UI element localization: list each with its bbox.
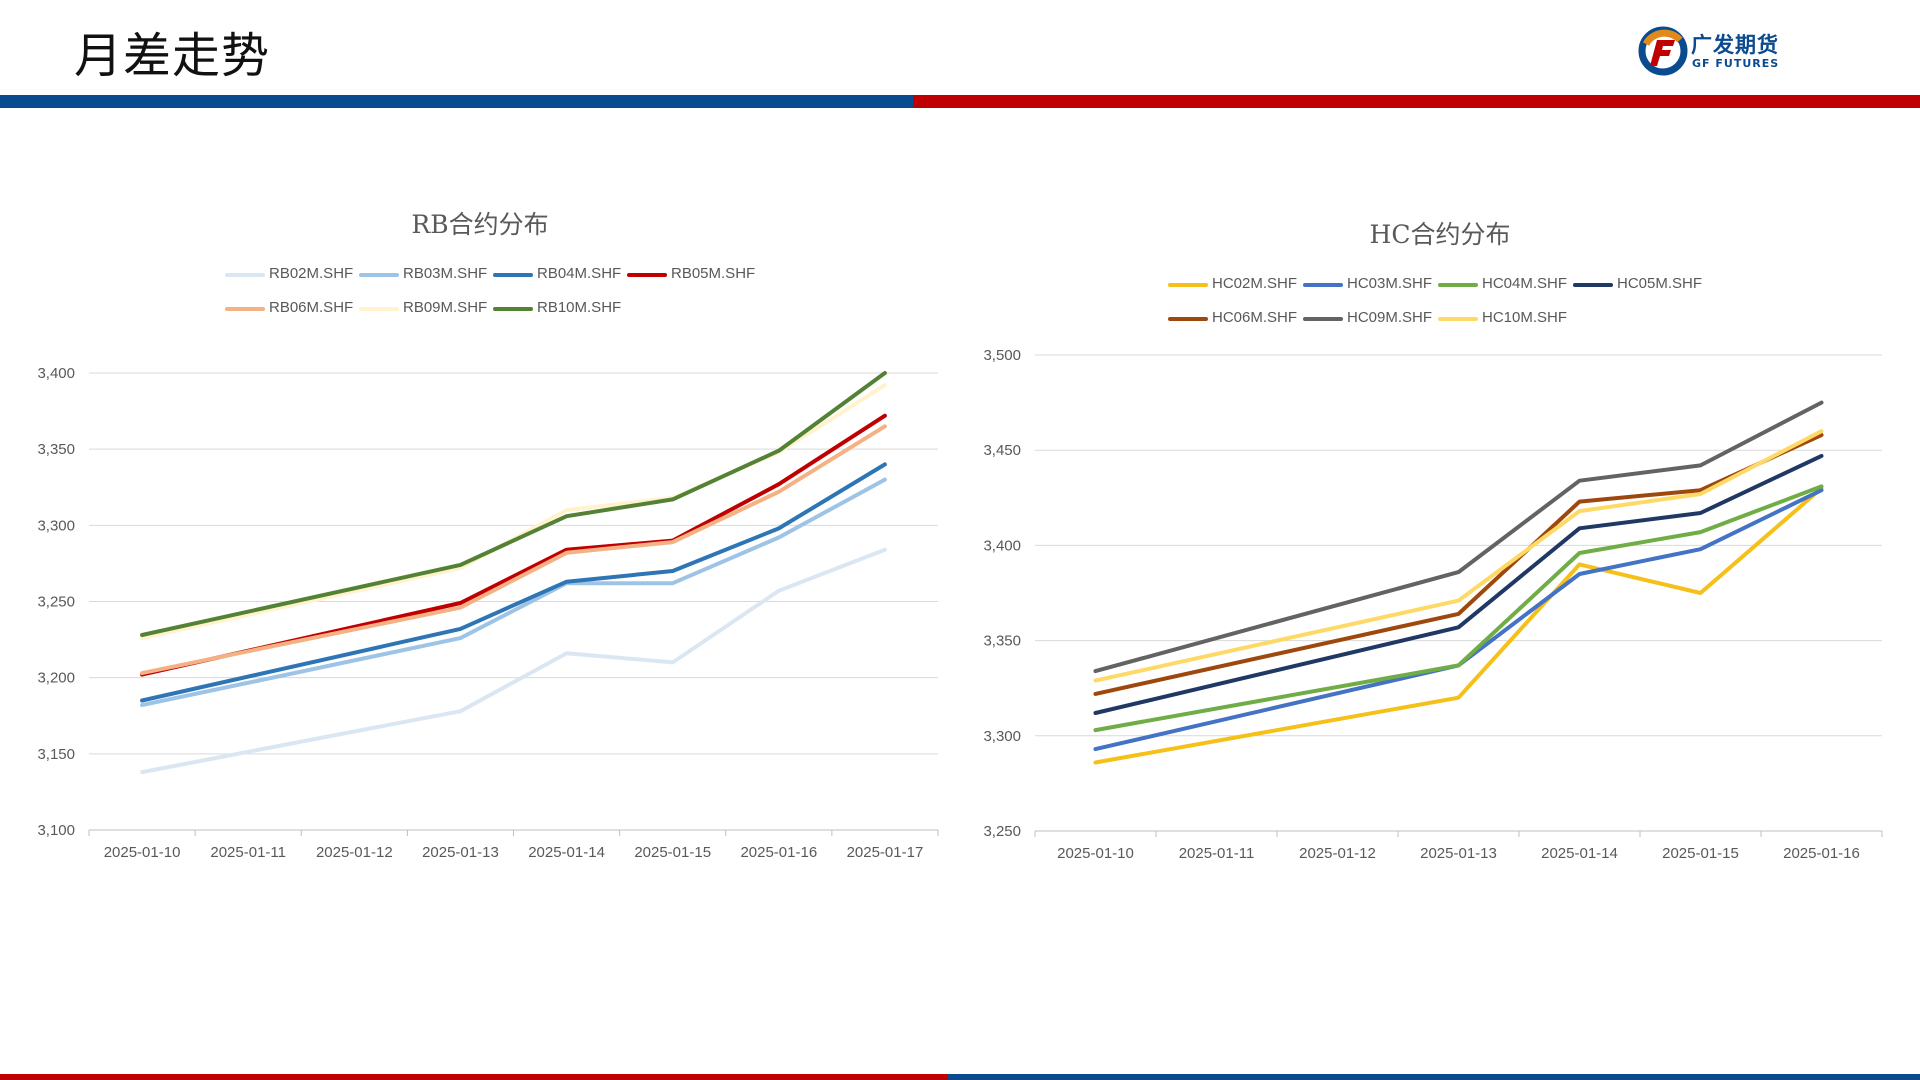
- hc-series-line-hc03m-shf: [1093, 488, 1824, 752]
- rb-x-tick-label: 2025-01-11: [210, 844, 286, 861]
- hc-chart: HC合约分布 HC02M.SHF HC03M.SHF HC04M.SHF HC05M.…: [960, 205, 1920, 885]
- hc-x-tick-label: 2025-01-13: [1420, 845, 1497, 862]
- company-logo: 广发期货 GF FUTURES: [1638, 26, 1798, 76]
- hc-legend-swatch: [1303, 283, 1343, 287]
- hc-legend-swatch: [1168, 317, 1208, 321]
- hc-x-tick-label: 2025-01-15: [1662, 845, 1739, 862]
- rb-x-tick-label: 2025-01-12: [316, 844, 393, 861]
- rb-series-line-rb10m-shf: [140, 371, 887, 637]
- hc-y-tick-label: 3,500: [983, 347, 1021, 364]
- rb-legend-label: RB02M.SHF: [269, 265, 354, 282]
- rb-legend-swatch: [225, 273, 265, 277]
- rb-x-tick-label: 2025-01-10: [104, 844, 181, 861]
- rb-x-tick-label: 2025-01-13: [422, 844, 499, 861]
- hc-y-tick-label: 3,250: [983, 823, 1021, 840]
- hc-legend-label: HC06M.SHF: [1212, 309, 1298, 326]
- rb-legend-label: RB05M.SHF: [671, 265, 756, 282]
- hc-x-tick-label: 2025-01-14: [1541, 845, 1618, 862]
- rb-plot-area: 3,100 3,150 3,200 3,250 3,300 3,350 3,400 2025-…: [37, 365, 939, 861]
- rb-series-line-rb09m-shf: [140, 383, 887, 641]
- rb-y-tick-label: 3,300: [37, 517, 75, 534]
- rb-series-line-rb03m-shf: [140, 477, 887, 708]
- hc-series-line-hc09m-shf: [1093, 400, 1824, 674]
- hc-series-line-hc05m-shf: [1093, 453, 1824, 715]
- rb-legend-label: RB09M.SHF: [403, 299, 488, 316]
- rb-series-line-rb02m-shf: [140, 547, 887, 775]
- rb-legend-swatch: [225, 307, 265, 311]
- rb-legend-label: RB06M.SHF: [269, 299, 354, 316]
- hc-legend-swatch: [1303, 317, 1343, 321]
- hc-series-line-hc10m-shf: [1093, 429, 1824, 683]
- rb-legend-label: RB03M.SHF: [403, 265, 488, 282]
- hc-legend-label: HC10M.SHF: [1482, 309, 1568, 326]
- hc-legend-label: HC03M.SHF: [1347, 275, 1433, 292]
- hc-plot-area: 3,250 3,300 3,350 3,400 3,450 3,500 2025-01-10…: [983, 347, 1883, 862]
- rb-series-line-rb06m-shf: [140, 424, 887, 676]
- rb-x-tick-label: 2025-01-14: [528, 844, 605, 861]
- logo-text-en: GF FUTURES: [1692, 57, 1780, 70]
- hc-legend-swatch: [1438, 317, 1478, 321]
- rb-y-tick-label: 3,200: [37, 670, 75, 687]
- hc-legend-swatch: [1438, 283, 1478, 287]
- rb-y-tick-label: 3,400: [37, 365, 75, 382]
- logo-text-cn: 广发期货: [1691, 33, 1779, 57]
- rb-y-tick-label: 3,250: [37, 594, 75, 611]
- header-divider-blue: [0, 95, 913, 108]
- rb-legend-swatch: [493, 307, 533, 311]
- rb-y-tick-label: 3,150: [37, 746, 75, 763]
- rb-legend-label: RB10M.SHF: [537, 299, 622, 316]
- hc-legend-label: HC05M.SHF: [1617, 275, 1703, 292]
- rb-series-line-rb04m-shf: [140, 462, 887, 703]
- rb-legend-swatch: [359, 307, 399, 311]
- hc-legend-label: HC09M.SHF: [1347, 309, 1433, 326]
- hc-legend-label: HC04M.SHF: [1482, 275, 1568, 292]
- hc-x-tick-label: 2025-01-16: [1783, 845, 1860, 862]
- hc-y-tick-label: 3,300: [983, 728, 1021, 745]
- footer-divider-blue: [948, 1074, 1920, 1080]
- rb-legend-swatch: [493, 273, 533, 277]
- rb-series-line-rb05m-shf: [140, 413, 887, 677]
- hc-x-tick-label: 2025-01-12: [1299, 845, 1376, 862]
- hc-legend-label: HC02M.SHF: [1212, 275, 1298, 292]
- header-divider-red: [913, 95, 1920, 108]
- rb-chart: RB合约分布 RB02M.SHF RB03M.SHF RB04M.SHF RB05M.…: [0, 195, 960, 885]
- hc-x-tick-label: 2025-01-10: [1057, 845, 1134, 862]
- hc-series-line-hc02m-shf: [1093, 486, 1824, 765]
- hc-y-tick-label: 3,450: [983, 442, 1021, 459]
- hc-y-tick-label: 3,400: [983, 537, 1021, 554]
- hc-x-tick-label: 2025-01-11: [1179, 845, 1255, 862]
- hc-series-line-hc04m-shf: [1093, 484, 1824, 733]
- footer-divider-red: [0, 1074, 948, 1080]
- rb-x-tick-label: 2025-01-17: [847, 844, 924, 861]
- rb-y-tick-label: 3,350: [37, 441, 75, 458]
- hc-y-tick-label: 3,350: [983, 633, 1021, 650]
- hc-legend-swatch: [1573, 283, 1613, 287]
- page-title: 月差走势: [74, 28, 271, 84]
- rb-legend-swatch: [627, 273, 667, 277]
- rb-legend-label: RB04M.SHF: [537, 265, 622, 282]
- rb-x-tick-label: 2025-01-15: [634, 844, 711, 861]
- rb-x-tick-label: 2025-01-16: [740, 844, 817, 861]
- rb-y-tick-label: 3,100: [37, 822, 75, 839]
- rb-chart-title: RB合约分布: [411, 210, 549, 239]
- rb-legend-swatch: [359, 273, 399, 277]
- hc-legend-swatch: [1168, 283, 1208, 287]
- hc-chart-title: HC合约分布: [1369, 220, 1511, 249]
- gf-logo-icon: [1638, 26, 1688, 76]
